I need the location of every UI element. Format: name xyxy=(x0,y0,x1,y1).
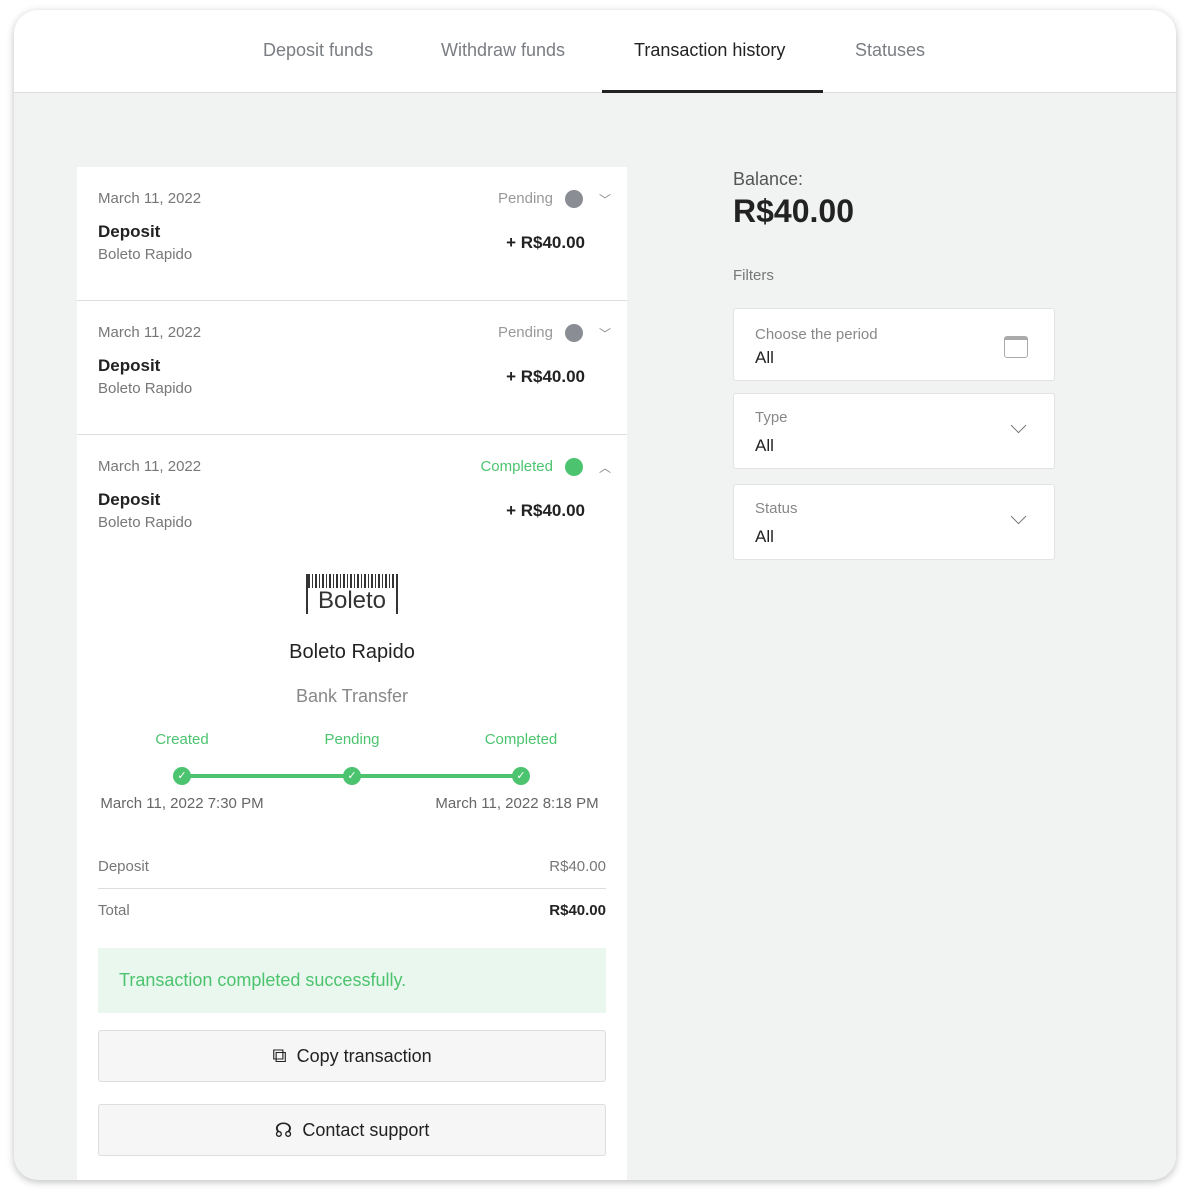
transaction-amount: + R$40.00 xyxy=(506,233,585,252)
check-icon: ✓ xyxy=(173,767,191,785)
copy-icon: ⧉ xyxy=(272,1044,287,1067)
chevron-down-icon[interactable]: ﹀ xyxy=(599,327,612,341)
step-time-completed: March 11, 2022 8:18 PM xyxy=(435,795,599,812)
transaction-status: Pending xyxy=(497,324,553,341)
check-circle-icon xyxy=(565,458,583,476)
transaction-date: March 11, 2022 xyxy=(98,458,202,475)
transaction-date: March 11, 2022 xyxy=(98,324,202,341)
tab-bar: Deposit funds Withdraw funds Transaction… xyxy=(14,10,1176,93)
success-message: Transaction completed successfully. xyxy=(98,948,606,1013)
boleto-logo: Boleto xyxy=(306,574,398,614)
chevron-down-icon xyxy=(1010,417,1027,434)
transaction-method: Boleto Rapido xyxy=(98,514,193,531)
clock-icon xyxy=(565,190,583,208)
check-icon: ✓ xyxy=(512,767,530,785)
balance-label: Balance: xyxy=(733,169,804,189)
divider xyxy=(98,888,606,889)
transaction-method: Boleto Rapido xyxy=(98,380,193,397)
clock-icon xyxy=(565,324,583,342)
summary-row-total: Total R$40.00 xyxy=(98,902,606,919)
copy-transaction-button[interactable]: ⧉ Copy transaction xyxy=(98,1030,606,1082)
transaction-type: Deposit xyxy=(98,490,161,509)
chevron-up-icon[interactable]: ︿ xyxy=(599,461,612,475)
step-time-created: March 11, 2022 7:30 PM xyxy=(100,795,264,812)
step-label-pending: Pending xyxy=(324,731,380,748)
step-label-completed: Completed xyxy=(484,731,558,748)
summary-row-deposit: Deposit R$40.00 xyxy=(98,858,606,875)
calendar-icon xyxy=(1004,336,1028,358)
filters-title: Filters xyxy=(733,267,774,284)
progress-line xyxy=(360,774,522,778)
tab-statuses[interactable]: Statuses xyxy=(855,40,926,60)
tab-deposit-funds[interactable]: Deposit funds xyxy=(263,40,374,60)
transaction-row[interactable]: March 11, 2022 Pending ﹀ Deposit Boleto … xyxy=(77,301,627,435)
period-filter[interactable]: Choose the period All xyxy=(733,308,1055,381)
transaction-type: Deposit xyxy=(98,222,161,241)
status-filter[interactable]: Status All xyxy=(733,484,1055,560)
tab-withdraw-funds[interactable]: Withdraw funds xyxy=(441,40,566,60)
transaction-status: Pending xyxy=(497,190,553,207)
transaction-list: March 11, 2022 Pending ﹀ Deposit Boleto … xyxy=(77,167,627,1180)
transaction-status: Completed xyxy=(480,458,553,475)
method-type: Bank Transfer xyxy=(295,686,409,706)
contact-support-button[interactable]: ☊ Contact support xyxy=(98,1104,606,1156)
transaction-amount: + R$40.00 xyxy=(506,367,585,386)
headset-icon: ☊ xyxy=(274,1119,293,1142)
transaction-type: Deposit xyxy=(98,356,161,375)
type-filter[interactable]: Type All xyxy=(733,393,1055,469)
step-label-created: Created xyxy=(155,731,209,748)
transaction-row[interactable]: March 11, 2022 Pending ﹀ Deposit Boleto … xyxy=(77,167,627,301)
active-tab-indicator xyxy=(602,90,823,93)
balance-value: R$40.00 xyxy=(733,193,854,229)
chevron-down-icon[interactable]: ﹀ xyxy=(599,193,612,207)
progress-line xyxy=(190,774,352,778)
chevron-down-icon xyxy=(1010,508,1027,525)
transaction-amount: + R$40.00 xyxy=(506,501,585,520)
check-icon: ✓ xyxy=(343,767,361,785)
transaction-method: Boleto Rapido xyxy=(98,246,193,263)
transaction-date: March 11, 2022 xyxy=(98,190,202,207)
app-window: Deposit funds Withdraw funds Transaction… xyxy=(14,10,1176,1180)
transaction-row-expanded[interactable]: March 11, 2022 Completed ︿ Deposit Bolet… xyxy=(77,435,627,569)
tab-transaction-history[interactable]: Transaction history xyxy=(634,40,786,60)
method-name: Boleto Rapido xyxy=(289,641,415,663)
